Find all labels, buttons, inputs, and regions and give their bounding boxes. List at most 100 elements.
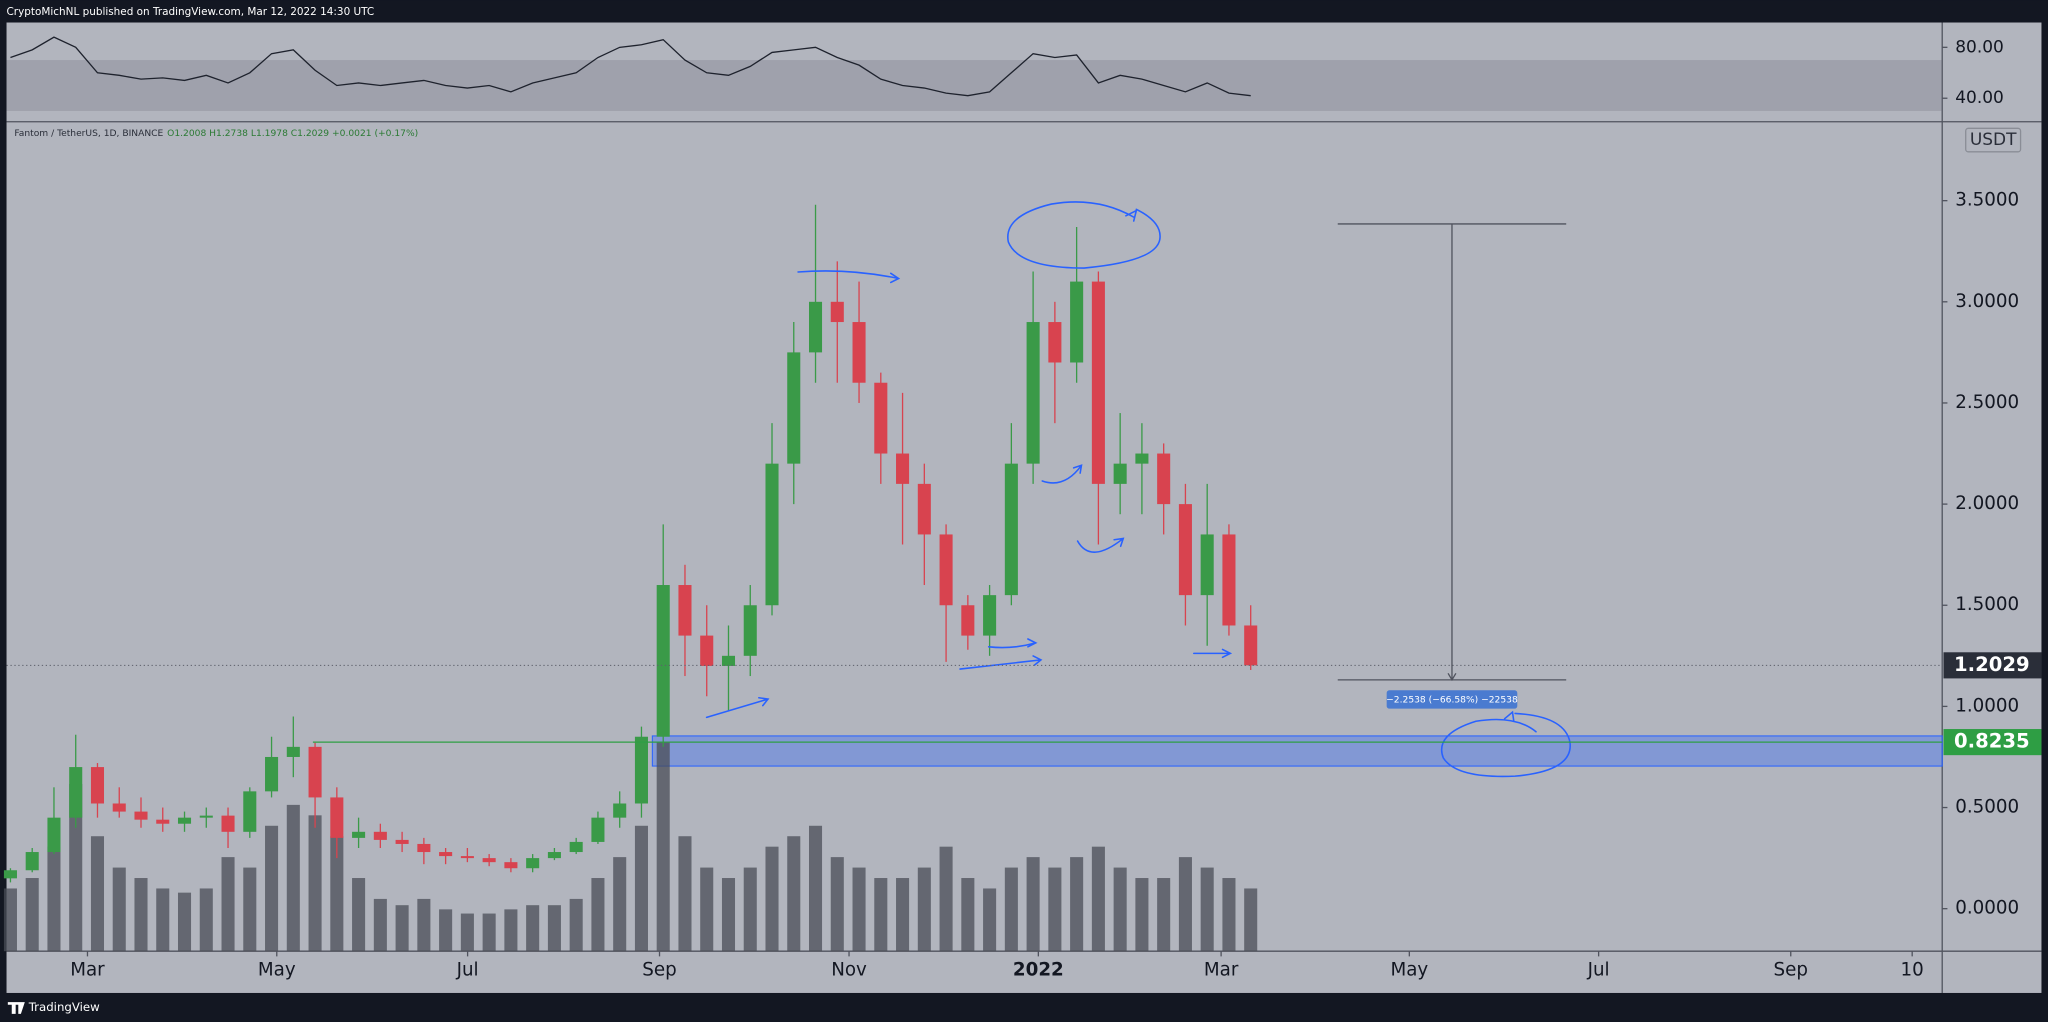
candle-body — [1222, 534, 1236, 626]
candle-body — [265, 756, 279, 792]
drawing-arrow — [1193, 648, 1233, 659]
volume-bar — [917, 867, 931, 952]
volume-bar — [721, 878, 736, 952]
candle-body — [3, 870, 17, 879]
volume-bar — [1048, 867, 1062, 952]
candle-body — [330, 797, 344, 838]
candle-body — [765, 463, 779, 606]
candle-body — [874, 382, 888, 454]
candle-body — [482, 858, 496, 863]
candle-body — [591, 817, 605, 842]
volume-bar — [504, 909, 518, 952]
drawing-arrow — [705, 696, 770, 719]
candle-body — [1244, 625, 1258, 666]
x-tick-label: Jul — [456, 960, 479, 981]
measure-label: −2.2538 (−66.58%) −22538 — [1386, 696, 1518, 706]
candle-body — [939, 534, 953, 606]
candle-body — [504, 862, 518, 869]
candle-body — [156, 819, 170, 824]
y-tick-label: 80.00 — [1955, 37, 2004, 57]
volume-bar — [395, 905, 409, 952]
volume-bar — [613, 857, 627, 952]
candle-body — [721, 655, 736, 666]
candle-body — [1048, 322, 1062, 363]
drawing-circle — [1007, 201, 1161, 269]
candle-body — [917, 483, 931, 535]
candle-body — [656, 585, 670, 737]
candle-body — [743, 605, 757, 656]
candle-body — [1026, 322, 1040, 464]
volume-bar — [830, 857, 844, 952]
ohlc-label: O1.2008 H1.2738 L1.1978 C1.2029 +0.0021 … — [167, 129, 418, 139]
candle-body — [700, 635, 714, 666]
level-price-box — [1943, 729, 2042, 756]
candle-body — [308, 746, 322, 798]
volume-bar — [25, 878, 39, 952]
candle-body — [1200, 534, 1214, 596]
last-price-label: 1.2029 — [1954, 653, 2030, 676]
candle-body — [547, 852, 561, 859]
candle-body — [787, 352, 801, 464]
drawing-arrow — [1041, 464, 1083, 484]
candle-body — [613, 803, 627, 818]
volume-bar — [177, 892, 192, 952]
x-tick-label: Nov — [831, 960, 867, 981]
candle-body — [1157, 453, 1171, 505]
y-tick-label: 3.5000 — [1955, 190, 2019, 211]
measure-arrowhead — [1447, 672, 1457, 682]
y-tick-label: 0.0000 — [1955, 898, 2019, 919]
candle-body — [90, 767, 105, 804]
volume-bar — [90, 836, 105, 952]
volume-bar — [352, 878, 366, 952]
volume-bar — [439, 909, 453, 952]
x-tick-label: Sep — [642, 960, 676, 981]
measure-label-box — [1386, 690, 1518, 709]
candle-body — [417, 843, 431, 853]
volume-bar — [3, 888, 17, 952]
candle-body — [1091, 281, 1105, 484]
candle-body — [25, 852, 39, 871]
y-tick-label: 1.0000 — [1955, 695, 2019, 716]
candle-body — [177, 817, 192, 824]
volume-bar — [656, 742, 670, 952]
candle-body — [569, 841, 583, 853]
drawing-arrow — [797, 270, 901, 284]
candle-body — [526, 858, 540, 869]
volume-bar — [482, 913, 496, 952]
volume-bar — [808, 825, 823, 952]
candle-body — [634, 736, 648, 804]
volume-bar — [896, 878, 910, 952]
x-tick-label: Mar — [1204, 960, 1239, 981]
volume-bar — [852, 867, 866, 952]
volume-bar — [417, 898, 431, 952]
candle-body — [1178, 504, 1192, 596]
candle-body — [808, 301, 823, 353]
support-zone — [651, 735, 1943, 767]
candle-body — [69, 767, 83, 818]
candle-body — [134, 811, 148, 820]
y-tick-label: 2.5000 — [1955, 392, 2019, 413]
x-tick-label: Jul — [1587, 960, 1610, 981]
volume-bar — [874, 878, 888, 952]
volume-bar — [1004, 867, 1018, 952]
candle-body — [439, 852, 453, 857]
y-tick-label: 3.0000 — [1955, 291, 2019, 312]
y-tick-label: 40.00 — [1955, 88, 2004, 108]
volume-bar — [69, 783, 83, 952]
volume-bar — [526, 905, 540, 952]
candle-body — [1070, 281, 1084, 363]
x-tick-label: 10 — [1901, 960, 1924, 981]
drawings — [705, 201, 1571, 778]
rsi-band — [6, 60, 1943, 111]
publish-info: CryptoMichNL published on TradingView.co… — [7, 6, 375, 18]
volume-bar — [199, 888, 213, 952]
currency-label: USDT — [1970, 130, 2017, 150]
y-tick-label: 2.0000 — [1955, 493, 2019, 514]
x-tick-label: 2022 — [1013, 960, 1064, 981]
candle-body — [221, 815, 235, 832]
brand-logo — [7, 1002, 25, 1014]
x-tick-label: Sep — [1774, 960, 1808, 981]
candle-body — [678, 585, 692, 636]
volume-bar — [678, 836, 692, 952]
level-price-label: 0.8235 — [1954, 730, 2030, 753]
